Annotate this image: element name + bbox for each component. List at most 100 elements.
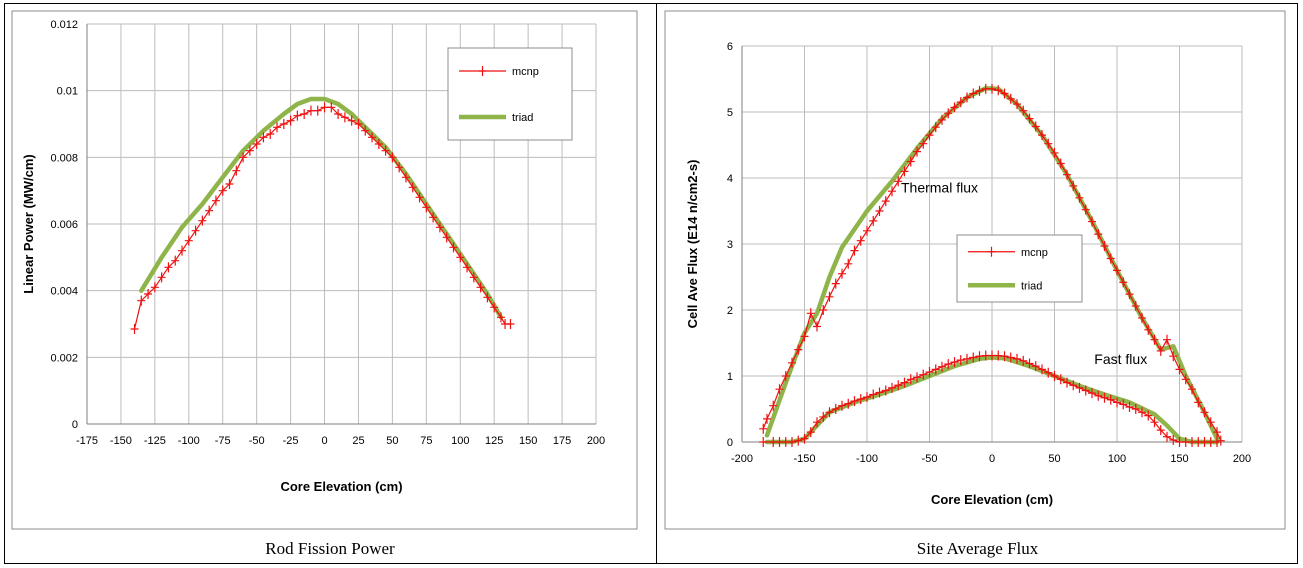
data-point-mcnp: [1100, 240, 1109, 251]
legend-marker-mcnp: [987, 246, 996, 257]
data-point-mcnp: [198, 215, 207, 226]
y-tick-label: 6: [727, 41, 733, 53]
data-point-mcnp: [1194, 397, 1203, 408]
data-point-mcnp: [759, 437, 768, 447]
data-point-mcnp: [825, 291, 834, 302]
x-tick-label: -175: [76, 435, 98, 447]
data-point-mcnp: [856, 394, 865, 405]
y-tick-label: 3: [727, 239, 733, 251]
data-point-mcnp: [395, 162, 404, 173]
caption-left: Rod Fission Power: [265, 539, 395, 558]
data-point-mcnp: [1044, 367, 1053, 378]
data-point-mcnp: [1013, 353, 1021, 364]
data-point-mcnp: [1181, 374, 1190, 385]
legend-label-mcnp: mcnp: [1021, 247, 1048, 259]
flux-chart: -200 -150 -100 -50 0 50 100 150 200 0 1 2 3 4 5 6 Core E…: [664, 10, 1286, 530]
data-point-mcnp: [869, 215, 878, 226]
data-point-mcnp: [1213, 437, 1221, 447]
data-point-mcnp: [422, 202, 431, 213]
figure-frame: [4, 3, 1298, 564]
y-tick-label: 5: [727, 107, 733, 119]
data-point-mcnp: [863, 392, 871, 403]
data-point-mcnp: [775, 384, 784, 395]
data-point-mcnp: [963, 353, 971, 364]
x-tick-label: -200: [731, 453, 753, 465]
y-axis-title: Linear Power (MW/cm): [21, 154, 36, 293]
data-point-mcnp: [361, 125, 370, 136]
legend-box: [447, 47, 573, 141]
data-point-mcnp: [1125, 402, 1134, 413]
data-point-mcnp: [944, 108, 953, 119]
data-point-mcnp: [1069, 380, 1078, 391]
data-point-mcnp: [994, 85, 1003, 96]
data-point-mcnp: [1069, 180, 1078, 191]
data-point-mcnp: [368, 132, 377, 143]
data-point-mcnp: [449, 242, 458, 253]
y-tick-label: 0.002: [50, 352, 78, 364]
data-point-mcnp: [838, 268, 846, 279]
data-point-mcnp: [225, 179, 234, 189]
data-point-mcnp: [913, 146, 921, 157]
data-point-mcnp: [1113, 265, 1121, 276]
data-point-mcnp: [1088, 388, 1096, 399]
x-tick-label: -100: [178, 435, 200, 447]
data-point-mcnp: [1081, 204, 1090, 215]
data-point-mcnp: [913, 372, 921, 383]
data-point-mcnp: [164, 262, 173, 273]
y-tick-label: 0.004: [50, 286, 78, 298]
data-point-mcnp: [759, 423, 768, 434]
data-point-mcnp: [894, 176, 903, 187]
data-point-mcnp: [374, 139, 383, 149]
data-point-mcnp: [1169, 435, 1178, 446]
data-point-mcnp: [1188, 384, 1196, 395]
data-point-mcnp: [266, 129, 275, 139]
data-point-mcnp: [320, 102, 329, 113]
data-point-mcnp: [1094, 229, 1103, 240]
data-point-mcnp: [415, 192, 424, 203]
data-point-mcnp: [956, 97, 965, 108]
data-point-mcnp: [800, 433, 809, 444]
data-point-mcnp: [1106, 394, 1115, 405]
x-axis-title: Core Elevation (cm): [931, 492, 1053, 507]
data-point-mcnp: [956, 355, 965, 366]
data-point-mcnp: [919, 369, 928, 380]
data-point-mcnp: [831, 404, 840, 414]
data-point-mcnp: [881, 196, 890, 207]
data-point-mcnp: [1144, 410, 1153, 421]
data-point-mcnp: [1031, 361, 1040, 372]
data-point-mcnp: [788, 357, 796, 368]
data-point-mcnp: [1138, 312, 1146, 323]
data-point-mcnp: [1088, 216, 1096, 227]
data-point-mcnp: [1056, 158, 1065, 169]
data-point-mcnp: [1094, 390, 1103, 401]
data-point-mcnp: [1100, 392, 1109, 403]
legend-label-triad: triad: [512, 112, 533, 124]
data-point-mcnp: [813, 417, 821, 428]
data-point-mcnp: [1031, 121, 1040, 132]
data-point-mcnp: [969, 352, 978, 363]
y-tick-label: 0.01: [57, 86, 78, 98]
data-point-mcnp: [1006, 93, 1015, 104]
data-point-mcnp: [408, 182, 417, 193]
data-point-mcnp: [838, 400, 846, 411]
x-tick-label: -150: [110, 435, 132, 447]
data-point-mcnp: [150, 282, 159, 293]
data-point-mcnp: [875, 387, 884, 398]
x-tick-label: 75: [420, 435, 432, 447]
data-point-mcnp: [293, 110, 302, 121]
data-point-mcnp: [831, 278, 840, 289]
data-point-mcnp: [969, 88, 978, 99]
data-point-mcnp: [1150, 334, 1159, 345]
data-point-mcnp: [1156, 345, 1165, 356]
data-point-mcnp: [850, 396, 859, 407]
x-tick-label: 100: [1108, 453, 1126, 465]
data-point-mcnp: [469, 272, 478, 283]
data-point-mcnp: [950, 357, 959, 368]
data-point-mcnp: [800, 331, 809, 342]
data-point-mcnp: [381, 145, 390, 156]
data-point-mcnp: [1206, 417, 1215, 428]
data-point-mcnp: [313, 105, 322, 116]
x-tick-label: 125: [485, 435, 503, 447]
x-tick-label: -50: [249, 435, 265, 447]
data-point-mcnp: [994, 350, 1003, 361]
